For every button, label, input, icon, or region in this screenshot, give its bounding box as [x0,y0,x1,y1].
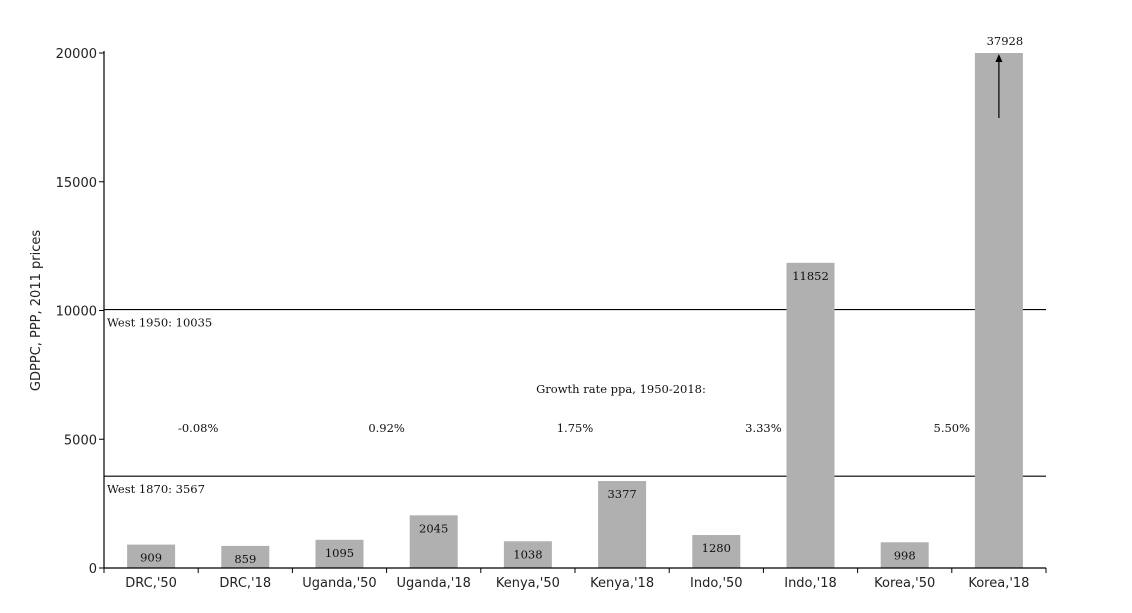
x-tick-label-kenya-18: Kenya,'18 [590,576,654,591]
x-tick-label-kenya-50: Kenya,'50 [496,576,560,591]
bar-indo-18 [786,262,835,568]
growth-rate-kenya: 1.75% [557,421,594,435]
y-tick-label-15000: 15000 [56,176,97,191]
x-tick-label-korea-50: Korea,'50 [874,576,935,591]
reference-label-west-1870-3567: West 1870: 3567 [107,482,205,496]
y-tick-label-10000: 10000 [56,305,97,320]
y-tick-label-0: 0 [89,562,97,577]
value-label-korea-50: 998 [894,548,916,562]
bar-indo-50 [692,535,741,568]
value-label-indo-50: 1280 [702,541,731,555]
value-labels: 909 859 1095 2045 1038 3377 1280 11852 998 37928 [140,34,1023,566]
value-label-kenya-18: 3377 [607,487,636,501]
value-label-drc-18: 859 [234,552,256,566]
bar-uganda-50 [315,539,364,568]
x-tick-label-korea-18: Korea,'18 [968,576,1029,591]
value-label-indo-18: 11852 [792,269,829,283]
value-label-uganda-50: 1095 [325,546,354,560]
bar-korea-50 [880,542,929,568]
value-label-kenya-50: 1038 [513,547,542,561]
growth-rate-korea: 5.50% [934,421,971,435]
x-tick-label-drc-50: DRC,'50 [125,576,177,591]
growth-rate-indo: 3.33% [745,421,782,435]
y-tick-label-20000: 20000 [56,47,97,62]
reference-label-west-1950-10035: West 1950: 10035 [107,316,212,330]
growth-rate-title: Growth rate ppa, 1950-2018: [536,382,706,396]
bar-drc-50 [127,544,176,568]
y-axis-title: GDPPC, PPP, 2011 prices [29,230,44,391]
clipped-bar-arrow-head [995,54,1003,62]
x-tick-label-indo-18: Indo,'18 [784,576,837,591]
annotations: Growth rate ppa, 1950-2018: -0.08% 0.92% 1.… [178,54,1003,435]
value-label-drc-50: 909 [140,551,162,565]
reference-lines: West 1950: 10035 West 1870: 3567 [104,309,1046,496]
bar-kenya-18 [598,481,647,568]
value-label-korea-18: 37928 [987,34,1024,48]
growth-rate-uganda: 0.92% [368,421,405,435]
bar-drc-18 [221,545,270,568]
x-tick-label-uganda-50: Uganda,'50 [302,576,376,591]
value-label-uganda-18: 2045 [419,521,448,535]
x-tick-label-uganda-18: Uganda,'18 [396,576,470,591]
axes: 0 5000 10000 15000 20000 DRC,'50 DRC,'18 Uganda… [56,47,1047,591]
bar-uganda-18 [409,515,458,568]
bar-korea-18 [974,53,1023,568]
bar-kenya-50 [503,541,552,568]
growth-rate-drc: -0.08% [178,421,218,435]
x-tick-label-indo-50: Indo,'50 [690,576,743,591]
x-tick-label-drc-18: DRC,'18 [219,576,271,591]
y-tick-label-5000: 5000 [64,433,97,448]
bars [127,53,1023,568]
